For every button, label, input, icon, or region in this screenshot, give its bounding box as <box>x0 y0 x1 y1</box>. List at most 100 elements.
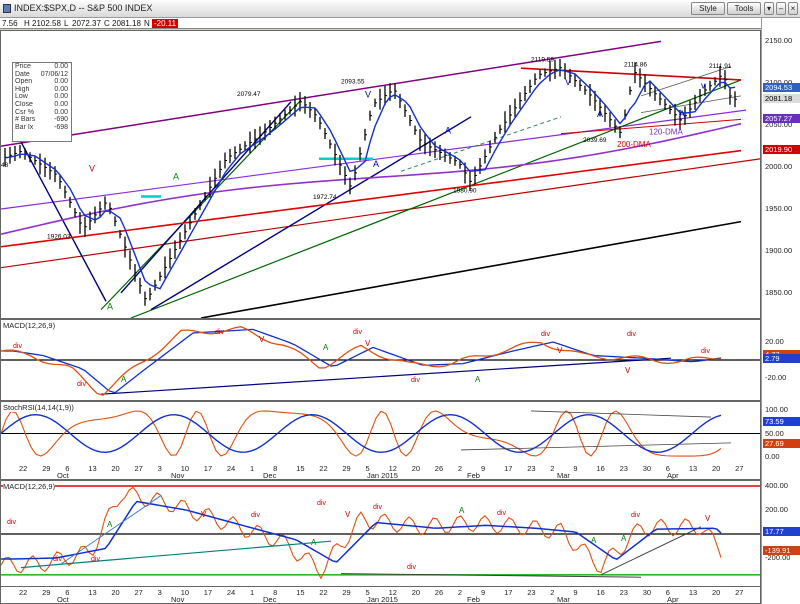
macd-trend-line <box>100 357 672 395</box>
macd-axis-tag: 2.79 <box>763 354 800 364</box>
price-axis-tick: 1850.00 <box>765 287 793 297</box>
data-window-label: Csr % <box>15 108 35 116</box>
x-axis-day-tick: 20 <box>411 588 421 597</box>
dma-200-line <box>1 149 742 248</box>
x-axis-day-tick: 2 <box>457 464 463 473</box>
x-axis-day-tick: 20 <box>111 588 120 597</box>
data-window-row: Close 0.00 <box>13 101 71 109</box>
x-axis-day-tick: 5 <box>365 588 370 597</box>
settings-icon[interactable]: ▾ <box>764 2 774 15</box>
macd-chart: div div div div div div div div A V A V A V V <box>1 326 760 396</box>
x-axis-month-tick: Nov <box>171 595 185 604</box>
x-axis-day-tick: 27 <box>735 464 744 473</box>
minimize-icon[interactable]: – <box>776 2 786 15</box>
data-window-row: High 0.00 <box>13 86 71 94</box>
x-axis-day-tick: 17 <box>203 464 213 473</box>
quote-high-label: H <box>24 19 30 28</box>
macd-weekly-chart: div div div div div div div div div A V A V A A A V <box>1 485 760 580</box>
x-axis-day-tick: 26 <box>434 464 444 473</box>
x-axis-day-tick: 29 <box>42 588 51 597</box>
tools-button[interactable]: Tools <box>727 2 761 15</box>
data-window-row: Low 0.00 <box>13 93 71 101</box>
long-term-trend-line <box>200 220 742 318</box>
macd-weekly-panel[interactable]: MACD(12,26,9) div div div div div div div div di… <box>0 480 761 587</box>
price-annotation: 1980.90 <box>453 187 477 194</box>
div-label: div <box>627 331 636 338</box>
quote-net-label: N <box>144 19 150 28</box>
div-label: div <box>53 556 62 563</box>
wave-mark: V <box>365 339 371 348</box>
x-axis-day-tick: 27 <box>134 464 143 473</box>
price-axis-tag: 2081.18 <box>763 94 800 104</box>
wave-mark: v <box>701 80 706 90</box>
x-axis-day-tick: 6 <box>65 588 70 597</box>
data-window-label: Bar Ix <box>15 123 34 131</box>
window-title: INDEX:$SPX,D -- S&P 500 INDEX <box>14 3 153 13</box>
quote-net-change: -20.11 <box>152 19 179 28</box>
x-axis-month-tick: Dec <box>263 471 277 480</box>
price-axis-tick: 1950.00 <box>765 204 793 214</box>
close-icon[interactable]: × <box>788 2 798 15</box>
price-annotation: 2039.69 <box>583 137 607 144</box>
x-axis-day-tick: 8 <box>273 588 278 597</box>
x-axis-day-tick: 13 <box>88 464 97 473</box>
macd-axis: 20.00-20.004.772.79 <box>761 319 800 401</box>
x-axis-month-tick: Jan 2015 <box>367 595 398 604</box>
macd-weekly-trend-line <box>60 495 162 565</box>
data-window-row: Bar Ix -698 <box>13 124 71 132</box>
macd-weekly-title: MACD(12,26,9) <box>3 482 56 491</box>
wave-mark: A <box>445 126 451 136</box>
x-axis-day-tick: 30 <box>642 464 652 473</box>
x-axis-day-tick: 9 <box>481 464 486 473</box>
wave-mark: A <box>475 375 481 384</box>
div-label: div <box>215 329 224 336</box>
x-axis-month-tick: Apr <box>667 595 679 604</box>
data-window-label: Open <box>15 78 33 86</box>
macd-weekly-trend-line <box>340 573 642 578</box>
wave-mark: V <box>625 366 631 375</box>
x-axis-day-tick: 8 <box>273 464 278 473</box>
style-button[interactable]: Style <box>691 2 725 15</box>
green-trend-line <box>130 79 742 318</box>
data-window-label: Low <box>15 93 28 101</box>
dma-120-label: 120-DMA <box>649 127 683 136</box>
stochrsi-panel[interactable]: StochRSI(14,14(1,9)) <box>0 401 761 464</box>
x-axis-month-tick: Oct <box>57 595 69 604</box>
x-axis-day-tick: 24 <box>226 464 236 473</box>
macd-weekly-trend-line <box>600 526 702 576</box>
price-axis-tick: 2000.00 <box>765 162 793 172</box>
x-axis-day-tick: 22 <box>19 588 28 597</box>
macd-weekly-axis-tick: 200.00 <box>765 505 788 514</box>
div-label: div <box>497 510 506 517</box>
wave-mark: A <box>459 506 465 515</box>
stochrsi-panel-title: StochRSI(14,14(1,9)) <box>3 403 74 412</box>
x-axis-day-tick: 29 <box>42 464 51 473</box>
price-annotation: 2079.47 <box>237 91 261 98</box>
x-axis-day-tick: 13 <box>688 588 698 597</box>
macd-weekly-trend-line <box>20 540 332 569</box>
div-label: div <box>353 329 362 336</box>
macd-panel[interactable]: MACD(12,26,9) div div div div div div div div A V… <box>0 319 761 401</box>
data-window-row: # Bars -690 <box>13 116 71 124</box>
x-axis-day-tick: 2 <box>457 588 463 597</box>
div-label: div <box>317 500 326 507</box>
title-bar: INDEX:$SPX,D -- S&P 500 INDEX Style Tool… <box>0 0 800 18</box>
stochrsi-axis-tick: 100.00 <box>765 405 788 414</box>
x-axis-day-tick: 1 <box>250 464 255 473</box>
data-window-value: 0.00 <box>54 63 68 70</box>
price-axis-tick: 2150.00 <box>765 36 793 46</box>
quote-last: 7.56 <box>2 19 18 28</box>
x-axis-day-tick: 22 <box>319 464 328 473</box>
chart-app-icon <box>3 4 11 13</box>
data-window-value: -690 <box>53 116 68 124</box>
data-window-value: -698 <box>53 123 68 131</box>
x-axis-day-tick: 2 <box>550 588 555 597</box>
wave-mark: V <box>201 510 207 519</box>
price-annotation: 2119.59 <box>531 57 554 64</box>
price-panel[interactable]: Price 0.00 Date 07/06/12 Open 0.00 High 0.00 Low… <box>0 30 761 319</box>
price-annotation: 1972.74 <box>313 194 337 201</box>
x-axis-day-tick: 9 <box>573 588 578 597</box>
data-window-value: 0.00 <box>54 93 68 101</box>
x-axis-day-tick: 23 <box>619 588 628 597</box>
